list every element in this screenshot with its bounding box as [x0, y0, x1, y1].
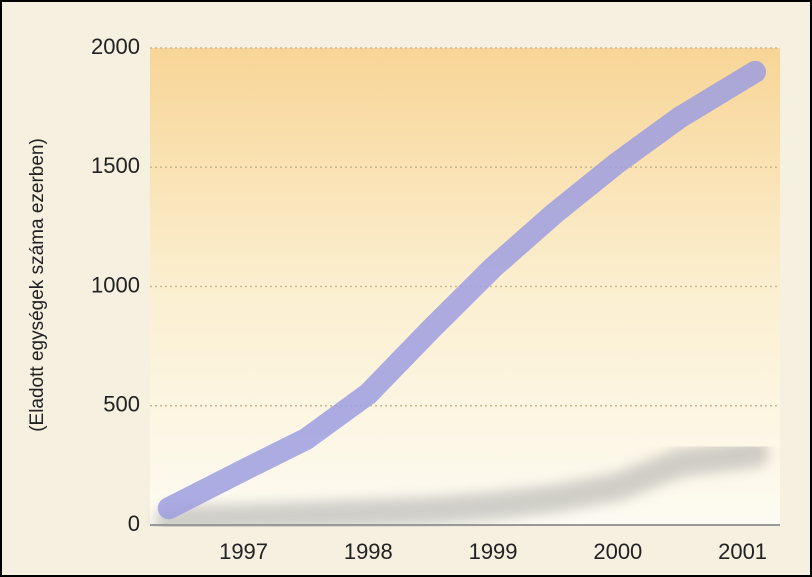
y-tick-label: 1500 [91, 153, 140, 178]
x-tick-label: 2001 [718, 539, 767, 564]
x-tick-label: 1998 [344, 539, 393, 564]
y-tick-label: 1000 [91, 272, 140, 297]
y-tick-label: 2000 [91, 34, 140, 59]
chart: (Eladott egységek száma ezerben) 0 500 100… [0, 0, 812, 577]
x-tick-label: 1999 [469, 539, 518, 564]
y-tick-label: 500 [103, 392, 140, 417]
x-tick-label: 2000 [593, 539, 642, 564]
page: (Eladott egységek száma ezerben) 0 500 100… [0, 0, 812, 577]
y-tick-label: 0 [128, 511, 140, 536]
x-tick-label: 1997 [219, 539, 268, 564]
y-axis-label: (Eladott egységek száma ezerben) [27, 138, 48, 432]
